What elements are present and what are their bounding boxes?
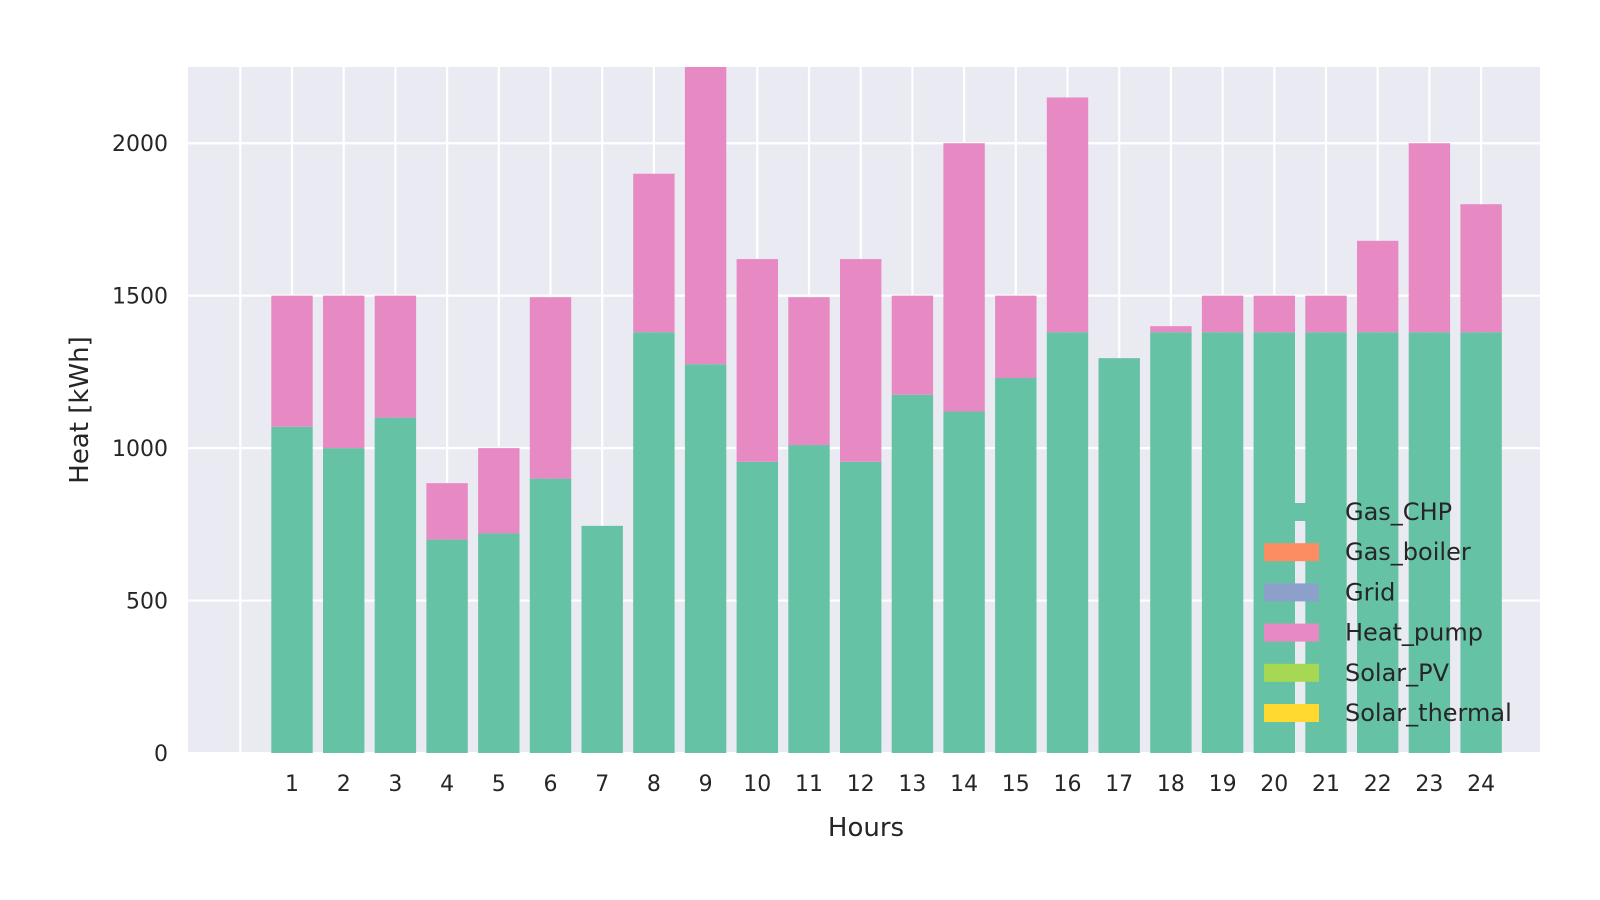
bar-gas-chp xyxy=(374,417,417,753)
bar-heat-pump xyxy=(1046,97,1089,333)
x-tick-label: 18 xyxy=(1157,772,1185,797)
legend: Gas_CHP Gas_boiler Grid Heat_pump Solar_PV So… xyxy=(1264,498,1512,727)
x-axis-ticks: 1 2 3 4 5 6 7 8 9 10 11 12 13 14 15 16 17 18 19 20 21 22 23 24 xyxy=(285,772,1495,797)
legend-label-solar-pv: Solar_PV xyxy=(1345,659,1450,687)
legend-label-gas-boiler: Gas_boiler xyxy=(1345,538,1471,566)
x-tick-label: 2 xyxy=(337,772,351,797)
x-tick-label: 21 xyxy=(1312,772,1340,797)
x-tick-label: 10 xyxy=(743,772,771,797)
bar-gas-chp xyxy=(1046,332,1089,753)
x-tick-label: 16 xyxy=(1054,772,1082,797)
legend-swatch-gas-chp xyxy=(1264,503,1319,521)
bar-gas-chp xyxy=(1253,332,1295,753)
bar-gas-chp xyxy=(426,539,468,753)
bar-heat-pump xyxy=(1357,240,1399,333)
bar-gas-chp xyxy=(529,478,572,753)
x-tick-label: 11 xyxy=(795,772,823,797)
x-tick-label: 9 xyxy=(699,772,713,797)
y-tick-label: 500 xyxy=(126,590,168,615)
bar-heat-pump xyxy=(478,448,520,534)
x-tick-label: 12 xyxy=(847,772,875,797)
x-tick-label: 6 xyxy=(544,772,558,797)
y-tick-label: 2000 xyxy=(112,132,168,157)
x-tick-label: 1 xyxy=(285,772,299,797)
bar-heat-pump xyxy=(1150,326,1192,333)
legend-swatch-solar-pv xyxy=(1264,663,1319,682)
bar-gas-chp xyxy=(271,426,313,753)
bar-gas-chp xyxy=(736,461,778,753)
x-tick-label: 5 xyxy=(492,772,506,797)
bar-heat-pump xyxy=(633,173,675,333)
legend-label-solar-thermal: Solar_thermal xyxy=(1345,699,1512,727)
x-tick-label: 14 xyxy=(950,772,978,797)
bar-gas-chp xyxy=(684,364,727,753)
bar-heat-pump xyxy=(1460,204,1502,333)
y-tick-label: 0 xyxy=(154,742,168,767)
bar-heat-pump xyxy=(788,297,830,446)
x-tick-label: 13 xyxy=(898,772,926,797)
bar-gas-chp xyxy=(995,377,1037,753)
bar-gas-chp xyxy=(1408,332,1451,753)
bar-heat-pump xyxy=(840,259,882,462)
legend-swatch-solar-thermal xyxy=(1264,704,1319,722)
x-tick-label: 24 xyxy=(1467,772,1495,797)
bar-gas-chp xyxy=(1357,332,1399,753)
bar-heat-pump xyxy=(323,295,365,449)
bar-gas-chp xyxy=(1098,358,1140,753)
legend-label-gas-chp: Gas_CHP xyxy=(1345,498,1452,526)
bar-gas-chp xyxy=(323,448,365,753)
bar-gas-chp xyxy=(1305,332,1347,753)
bar-heat-pump xyxy=(684,67,727,365)
legend-label-heat-pump: Heat_pump xyxy=(1345,619,1483,647)
x-tick-label: 8 xyxy=(647,772,661,797)
bar-heat-pump xyxy=(736,259,778,462)
bar-gas-chp xyxy=(1460,332,1502,753)
legend-swatch-heat-pump xyxy=(1264,623,1319,642)
bar-heat-pump xyxy=(943,143,985,412)
bar-gas-chp xyxy=(1201,332,1244,753)
bar-gas-chp xyxy=(943,411,985,753)
x-tick-label: 7 xyxy=(595,772,609,797)
bar-gas-chp xyxy=(788,445,830,753)
bar-heat-pump xyxy=(1305,295,1347,333)
x-tick-label: 23 xyxy=(1415,772,1443,797)
bar-gas-chp xyxy=(633,332,675,753)
bar-heat-pump xyxy=(426,483,468,540)
x-tick-label: 19 xyxy=(1209,772,1237,797)
bar-gas-chp xyxy=(840,461,882,753)
bar-gas-chp xyxy=(891,394,934,753)
x-tick-label: 4 xyxy=(440,772,454,797)
y-tick-label: 1500 xyxy=(112,285,168,310)
legend-label-grid: Grid xyxy=(1345,578,1395,606)
bar-heat-pump xyxy=(1408,143,1451,333)
x-axis-label: Hours xyxy=(828,813,904,843)
legend-swatch-gas-boiler xyxy=(1264,543,1319,562)
bar-heat-pump xyxy=(1253,295,1295,333)
y-axis-label: Heat [kWh] xyxy=(65,336,95,483)
x-tick-label: 17 xyxy=(1105,772,1133,797)
bar-heat-pump xyxy=(374,295,417,418)
y-tick-label: 1000 xyxy=(112,437,168,462)
bar-heat-pump xyxy=(271,295,313,427)
bar-heat-pump xyxy=(529,297,572,479)
x-tick-label: 20 xyxy=(1260,772,1288,797)
y-axis-ticks: 0 500 1000 1500 2000 xyxy=(112,132,168,767)
bar-gas-chp xyxy=(581,525,623,753)
bar-heat-pump xyxy=(891,295,934,395)
bar-heat-pump xyxy=(1201,295,1244,333)
x-tick-label: 15 xyxy=(1002,772,1030,797)
bar-gas-chp xyxy=(478,533,520,753)
x-tick-label: 22 xyxy=(1364,772,1392,797)
legend-swatch-grid xyxy=(1264,583,1319,602)
bar-gas-chp xyxy=(1150,332,1192,753)
bars xyxy=(271,67,1502,753)
bar-heat-pump xyxy=(995,295,1037,378)
x-tick-label: 3 xyxy=(388,772,402,797)
